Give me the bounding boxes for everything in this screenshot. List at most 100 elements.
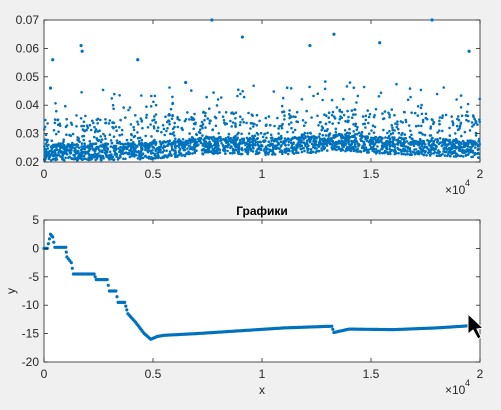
scatter-point — [308, 85, 311, 89]
scatter-point — [251, 141, 255, 144]
scatter-point — [425, 154, 428, 157]
scatter-point — [190, 118, 194, 121]
scatter-point — [303, 149, 306, 153]
scatter-point — [212, 139, 215, 143]
scatter-point — [215, 104, 219, 107]
scatter-point — [132, 125, 135, 129]
scatter-point — [237, 131, 240, 135]
scatter-point — [374, 147, 378, 151]
scatter-point — [390, 108, 394, 111]
scatter-point — [367, 115, 371, 119]
chart-title: Графики — [236, 204, 288, 218]
scatter-point — [227, 132, 231, 136]
scatter-point — [396, 147, 400, 150]
scatter-point — [231, 121, 235, 124]
scatter-point — [173, 134, 176, 137]
axes-bottom-exponent: ×10 4 — [445, 378, 470, 397]
scatter-point — [310, 116, 313, 119]
scatter-point — [44, 133, 48, 137]
scatter-point — [405, 140, 409, 143]
scatter-point — [210, 136, 213, 139]
scatter-point — [227, 137, 231, 141]
scatter-point — [241, 89, 244, 93]
scatter-point — [473, 140, 477, 143]
scatter-point — [457, 140, 461, 144]
scatter-point — [356, 126, 359, 129]
scatter-point — [99, 135, 102, 138]
scatter-point — [431, 118, 434, 122]
scatter-point — [316, 114, 319, 118]
scatter-point — [300, 150, 304, 154]
trajectory-point — [125, 308, 129, 312]
scatter-point — [319, 120, 322, 124]
scatter-point — [452, 155, 456, 158]
scatter-point — [154, 156, 157, 160]
scatter-point — [124, 157, 127, 161]
scatter-point — [408, 135, 412, 139]
scatter-point — [308, 140, 312, 144]
scatter-point — [171, 95, 174, 99]
scatter-point — [352, 130, 356, 133]
scatter-point — [305, 109, 309, 113]
scatter-point — [92, 142, 96, 146]
scatter-point — [119, 118, 122, 122]
scatter-point — [458, 154, 462, 158]
scatter-point — [156, 156, 160, 160]
scatter-point — [450, 115, 454, 118]
scatter-point — [388, 147, 392, 151]
scatter-point — [335, 148, 338, 152]
scatter-point — [441, 129, 444, 133]
scatter-point — [166, 144, 169, 147]
scatter-point — [79, 117, 83, 120]
scatter-point — [112, 158, 115, 162]
scatter-point — [292, 115, 295, 118]
scatter-point — [80, 91, 83, 94]
scatter-point — [386, 136, 390, 140]
scatter-point — [417, 151, 420, 155]
scatter-point — [95, 118, 99, 122]
scatter-point — [464, 114, 468, 117]
scatter-point — [463, 145, 467, 148]
scatter-point — [122, 143, 125, 146]
scatter-point — [236, 150, 240, 153]
axes-bottom[interactable]: 0 0.5 1 1.5 2 -20 -15 -10 -5 0 5 Графики x y ×10 4 — [4, 204, 484, 397]
axes-top[interactable]: 0 0.5 1 1.5 2 0.02 0.03 0.04 0.05 0.06 0.07 ×10 4 — [16, 13, 484, 197]
scatter-point — [345, 139, 348, 142]
scatter-point — [459, 121, 463, 125]
scatter-point — [323, 113, 326, 116]
scatter-point — [206, 146, 210, 149]
scatter-point — [199, 141, 203, 145]
scatter-point — [313, 143, 316, 147]
scatter-point — [410, 153, 413, 156]
scatter-point — [260, 144, 264, 148]
scatter-point — [158, 146, 162, 150]
scatter-point — [52, 157, 55, 161]
scatter-point — [371, 124, 375, 127]
scatter-point — [251, 139, 255, 143]
scatter-point — [122, 146, 125, 150]
scatter-point — [136, 120, 139, 123]
scatter-point — [85, 145, 88, 149]
scatter-point — [125, 138, 129, 142]
scatter-point — [47, 152, 50, 155]
scatter-point — [322, 145, 326, 149]
scatter-point — [412, 151, 416, 154]
scatter-point — [162, 127, 166, 131]
scatter-point — [201, 123, 205, 126]
scatter-point — [75, 114, 78, 117]
scatter-point — [328, 133, 331, 137]
scatter-point — [458, 126, 461, 130]
scatter-point — [449, 149, 452, 152]
scatter-point — [223, 148, 227, 151]
scatter-point — [178, 138, 181, 142]
scatter-point — [62, 143, 65, 147]
scatter-point — [151, 151, 154, 155]
scatter-point — [256, 148, 259, 151]
scatter-point — [379, 91, 383, 95]
scatter-point — [350, 116, 354, 119]
scatter-point — [333, 117, 337, 120]
scatter-point — [275, 139, 279, 143]
scatter-point — [171, 127, 175, 131]
scatter-point — [438, 137, 442, 140]
scatter-point — [306, 135, 310, 138]
